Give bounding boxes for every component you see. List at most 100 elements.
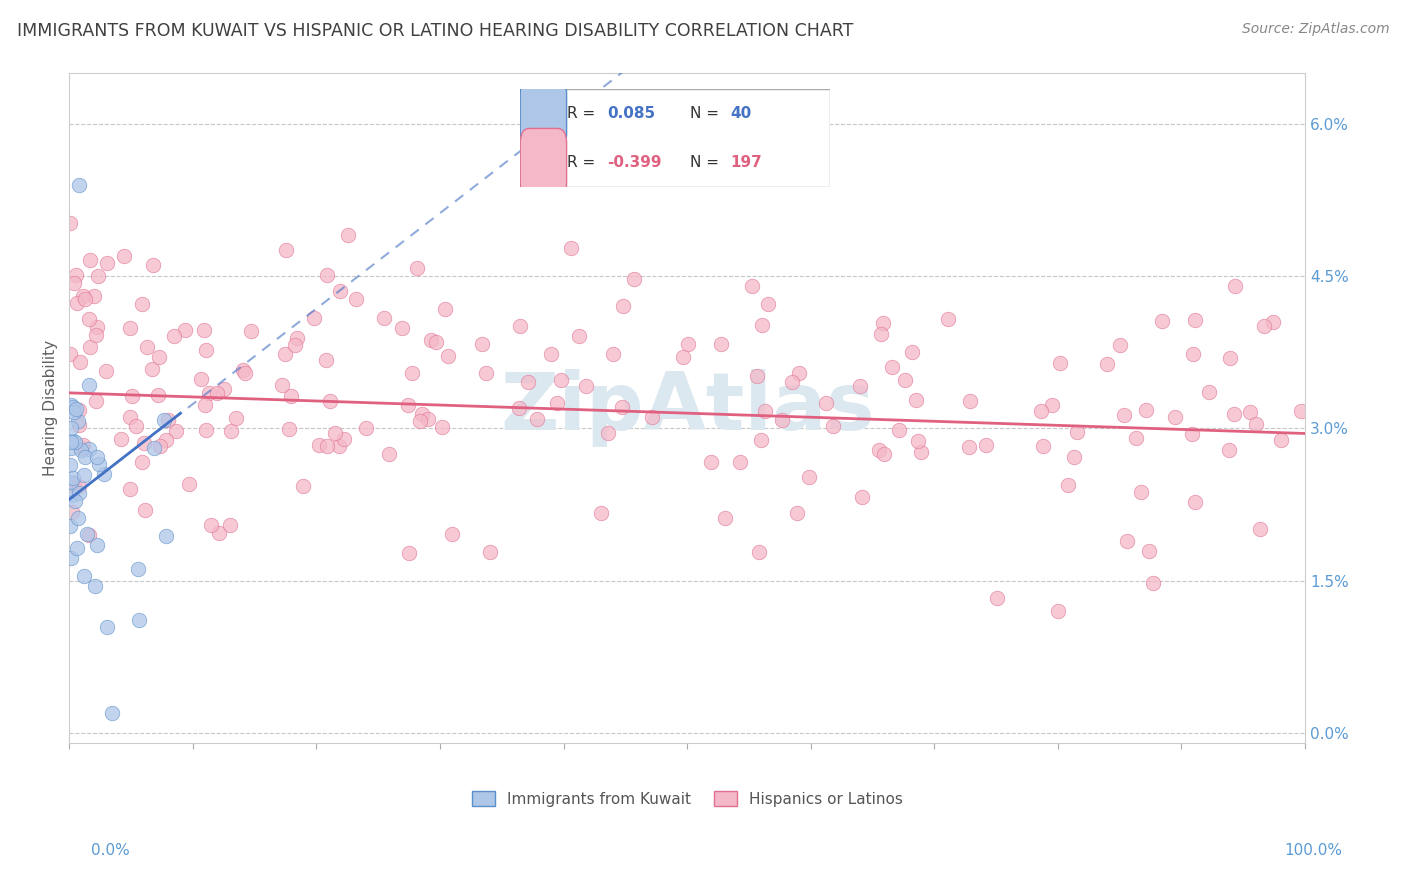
Point (59, 421, 82, 435)
Point (83, 289, 105, 303)
Point (602, 346, 624, 360)
Point (526, 412, 548, 426)
Point (284, 338, 307, 352)
Point (418, 412, 440, 426)
Point (610, 400, 633, 414)
Point (747, 368, 769, 383)
Point (72, 438, 94, 452)
Point (59, 519, 82, 533)
Point (69, 355, 91, 369)
Point (1109, 338, 1132, 352)
Point (432, 419, 454, 434)
Point (907, 434, 929, 448)
Point (1137, 544, 1160, 558)
Point (302, 311, 325, 326)
Point (1164, 410, 1187, 425)
Point (1115, 534, 1137, 549)
Point (70, 443, 93, 458)
Point (1181, 426, 1204, 441)
Point (329, 285, 352, 299)
Point (574, 378, 596, 392)
Point (396, 398, 419, 412)
Point (905, 392, 928, 407)
Point (751, 318, 773, 333)
Point (787, 366, 810, 380)
Point (63, 435, 86, 450)
Point (1223, 407, 1246, 421)
Point (131, 454, 153, 468)
Point (1249, 522, 1271, 536)
Text: ZipAtlas: ZipAtlas (501, 369, 875, 447)
Legend: Immigrants from Kuwait, Hispanics or Latinos: Immigrants from Kuwait, Hispanics or Lat… (465, 784, 908, 813)
Point (72, 289, 94, 303)
Point (411, 407, 433, 421)
Point (1056, 477, 1078, 491)
Point (149, 438, 172, 452)
Text: N =: N = (690, 106, 720, 121)
Point (156, 413, 179, 427)
Point (177, 476, 200, 491)
Text: IMMIGRANTS FROM KUWAIT VS HISPANIC OR LATINO HEARING DISABILITY CORRELATION CHAR: IMMIGRANTS FROM KUWAIT VS HISPANIC OR LA… (17, 22, 853, 40)
Point (194, 343, 217, 357)
Y-axis label: Hearing Disability: Hearing Disability (44, 340, 58, 476)
Text: R =: R = (567, 106, 595, 121)
Point (821, 418, 844, 433)
Point (560, 241, 582, 255)
Point (1270, 434, 1292, 448)
Point (225, 410, 247, 425)
Point (508, 401, 530, 415)
Point (77, 528, 100, 542)
Point (93, 467, 115, 482)
Point (405, 261, 427, 276)
Point (409, 414, 432, 428)
Point (814, 396, 837, 410)
Point (63, 277, 86, 291)
Point (959, 394, 981, 409)
Point (1135, 402, 1157, 417)
Point (391, 321, 413, 335)
Point (337, 228, 360, 243)
Point (205, 385, 228, 400)
Point (190, 371, 212, 385)
Point (1223, 278, 1246, 293)
Point (62, 471, 84, 485)
Point (87, 457, 110, 471)
Point (162, 328, 184, 343)
Point (1152, 314, 1174, 328)
Point (271, 378, 294, 392)
FancyBboxPatch shape (520, 128, 567, 197)
Point (59, 442, 82, 456)
Point (749, 433, 772, 447)
Point (67, 486, 90, 500)
Point (60, 398, 83, 412)
Point (208, 525, 231, 540)
Point (328, 439, 350, 453)
Point (112, 249, 135, 263)
Point (131, 297, 153, 311)
Point (780, 375, 803, 389)
Point (1291, 404, 1313, 418)
Point (198, 386, 221, 401)
Point (86, 538, 108, 552)
Point (1198, 385, 1220, 400)
Point (1032, 440, 1054, 454)
Point (475, 366, 498, 380)
Point (60, 475, 83, 490)
Point (986, 591, 1008, 605)
Point (120, 482, 142, 496)
Point (700, 455, 723, 469)
Point (868, 443, 890, 458)
Point (142, 258, 165, 272)
Point (67, 478, 90, 492)
Point (748, 544, 770, 558)
Point (612, 299, 634, 313)
Text: 100.0%: 100.0% (1285, 843, 1343, 858)
Point (323, 426, 346, 441)
Point (596, 425, 619, 440)
Point (623, 272, 645, 286)
Point (910, 444, 932, 458)
Point (285, 331, 308, 345)
Point (84, 579, 107, 593)
Point (378, 447, 401, 461)
Point (1261, 315, 1284, 329)
